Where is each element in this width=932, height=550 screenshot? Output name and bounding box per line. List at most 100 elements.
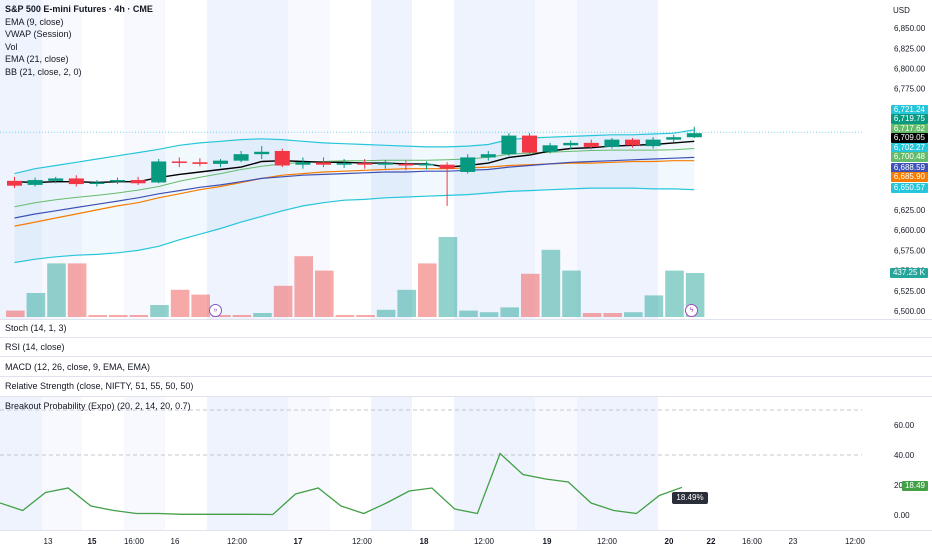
candle-body [686, 133, 702, 138]
time-label: 13 [44, 537, 53, 546]
pane-label-stoch[interactable]: Stoch (14, 1, 3) [5, 323, 67, 333]
session-band [207, 396, 288, 530]
session-band [454, 396, 535, 530]
price-tag: 6,709.05 [890, 133, 928, 143]
price-tick-label: 6,850.00 [894, 24, 926, 33]
volume-bar [191, 294, 210, 317]
price-tag: 6,688.59 [890, 163, 928, 173]
candle-body [27, 180, 43, 185]
vwap-line [14, 160, 695, 227]
candle-body [295, 162, 311, 165]
volume-bar [376, 309, 396, 317]
candle-body [604, 139, 620, 147]
candle-body [192, 162, 208, 164]
session-band [0, 0, 42, 319]
currency-label[interactable]: USD [893, 6, 910, 15]
session-band [577, 396, 658, 530]
price-tick-label: 6,500.00 [894, 307, 926, 316]
dividends-icon[interactable]: » [209, 304, 222, 317]
pane-label-relative-strength[interactable]: Relative Strength (close, NIFTY, 51, 55,… [5, 381, 194, 391]
time-label: 12:00 [227, 537, 248, 546]
legend-ema9[interactable]: EMA (9, close) [5, 16, 64, 27]
legend-vwap[interactable]: VWAP (Session) [5, 29, 72, 39]
time-label: 12:00 [352, 537, 373, 546]
volume-bar [6, 310, 25, 317]
bollinger-band-fill [14, 129, 695, 263]
pane-divider[interactable] [0, 376, 932, 377]
candle-body [645, 139, 661, 147]
candle-body [563, 142, 579, 146]
bb-fill-area [14, 129, 695, 263]
session-band [288, 396, 330, 530]
time-label: 19 [543, 537, 552, 546]
candle-body [398, 163, 414, 166]
candle-body [130, 180, 146, 184]
time-label: 16:00 [742, 537, 763, 546]
candle-body [542, 145, 558, 152]
candle-body [501, 135, 517, 155]
pane-divider[interactable] [0, 396, 932, 397]
price-tick-label: 6,525.00 [894, 287, 926, 296]
candle-body [48, 178, 64, 181]
legend-bb[interactable]: BB (21, close, 2, 0) [5, 66, 82, 77]
time-label: 17 [294, 537, 303, 546]
breakout-tooltip: 18.49% [672, 492, 708, 504]
volume-bar [582, 313, 602, 317]
pane-label-macd[interactable]: MACD (12, 26, close, 9, EMA, EMA) [5, 362, 151, 372]
volume-bar [170, 289, 190, 317]
pane-divider[interactable] [0, 356, 932, 357]
session-band [371, 0, 412, 319]
candle-body [377, 163, 393, 165]
session-band [535, 396, 577, 530]
legend-ema21[interactable]: EMA (21, close) [5, 54, 69, 64]
legend-vol[interactable]: Vol [5, 41, 18, 52]
price-tick-label: 6,825.00 [894, 44, 926, 53]
candle-body [274, 150, 290, 166]
pane-divider[interactable] [0, 319, 932, 320]
session-band [124, 0, 165, 319]
bp-tick-label: 60.00 [894, 421, 915, 430]
time-axis-divider [0, 530, 932, 531]
breakout-probability-line [0, 452, 683, 516]
price-axis: 6,850.006,825.006,800.006,775.006,750.00… [894, 24, 926, 520]
bb-lower-line [14, 187, 695, 264]
pane-divider[interactable] [0, 337, 932, 338]
time-label: 16 [171, 537, 180, 546]
pane-label-breakout-probability[interactable]: Breakout Probability (Expo) (20, 2, 14, … [5, 401, 191, 411]
breakout-probability-tag: 18.49 [901, 481, 928, 491]
candle-body [89, 182, 105, 184]
bb-upper-line [14, 129, 695, 175]
symbol-title[interactable]: S&P 500 E-mini Futures · 4h · CME [5, 4, 153, 14]
session-band [124, 396, 165, 530]
candle-body [213, 160, 228, 164]
bp-tick-label: 40.00 [894, 451, 915, 460]
volume-bar [418, 263, 437, 317]
price-tick-label: 6,800.00 [894, 65, 926, 74]
candlesticks [7, 126, 702, 206]
time-label: 12:00 [845, 537, 866, 546]
volume-bar [479, 312, 499, 317]
earnings-flash-icon[interactable]: ϟ [685, 304, 698, 317]
volume-bar [273, 285, 293, 317]
candle-body [254, 151, 270, 155]
chart-legend: S&P 500 E-mini Futures · 4h · CME EMA (9… [5, 3, 153, 78]
time-label: 12:00 [474, 537, 495, 546]
price-tick-label: 6,775.00 [894, 85, 926, 94]
time-label: 20 [665, 537, 674, 546]
time-label: 12:00 [597, 537, 618, 546]
volume-bar [88, 315, 107, 317]
candle-body [110, 180, 125, 182]
volume-bar [397, 289, 416, 317]
candle-body [666, 137, 682, 140]
candle-body [233, 154, 249, 161]
volume-bar [47, 263, 66, 317]
volume-bar [253, 313, 272, 317]
candle-body [522, 135, 537, 153]
time-label: 23 [789, 537, 798, 546]
volume-bar [438, 237, 458, 317]
candle-body [583, 142, 599, 147]
pane-label-rsi[interactable]: RSI (14, close) [5, 342, 65, 352]
session-band [0, 396, 42, 530]
price-tag: 6,719.75 [890, 114, 928, 124]
